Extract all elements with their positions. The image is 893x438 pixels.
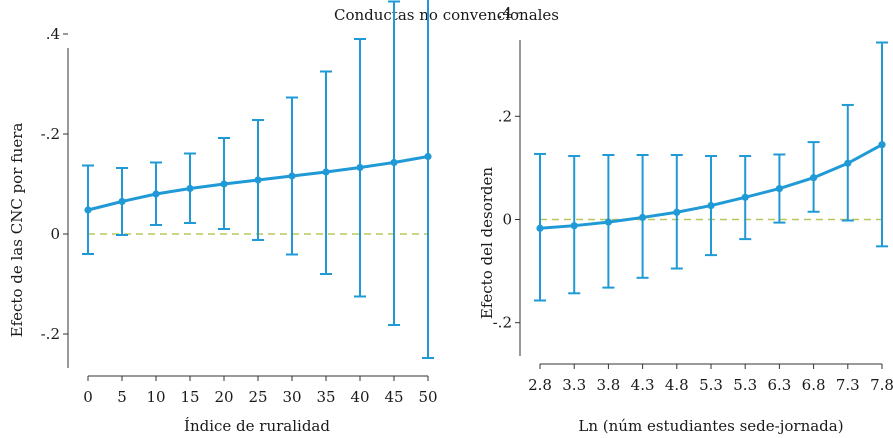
- x-tick-label: 35: [316, 388, 335, 406]
- y-tick-label: .4: [46, 25, 60, 43]
- x-tick-label: 50: [418, 388, 437, 406]
- x-tick-label: 3.3: [562, 376, 586, 394]
- estimate-point: [570, 222, 578, 230]
- x-tick-label: 2.8: [528, 376, 552, 394]
- x-tick-label: 25: [248, 388, 267, 406]
- x-tick-label: 20: [214, 388, 233, 406]
- x-tick-label: 5.3: [733, 376, 757, 394]
- estimate-point: [152, 190, 160, 198]
- y-axis-title: Efecto del desorden: [478, 167, 496, 320]
- estimate-point: [390, 158, 398, 167]
- x-tick-label: 45: [384, 388, 403, 406]
- estimate-point: [118, 197, 126, 206]
- y-tick-label: -.2: [41, 125, 60, 143]
- estimate-point: [810, 174, 818, 182]
- estimate-point: [220, 180, 228, 188]
- y-tick-label: -.2: [493, 314, 512, 332]
- x-tick-label: 3.8: [596, 376, 620, 394]
- estimate-point: [878, 141, 886, 149]
- estimate-point: [775, 184, 784, 193]
- estimate-point: [288, 172, 296, 180]
- x-tick-label: 5.3: [699, 376, 723, 394]
- x-tick-label: 4.8: [665, 376, 689, 394]
- estimate-point: [673, 208, 681, 216]
- x-tick-label: 4.3: [631, 376, 655, 394]
- estimate-point: [356, 163, 364, 172]
- x-tick-label: 6.3: [767, 376, 791, 394]
- figure-title: Conductas no convencionales: [333, 6, 560, 24]
- estimate-point: [604, 218, 613, 226]
- estimate-point: [322, 168, 330, 176]
- estimate-point: [536, 224, 544, 232]
- ci-bar: [422, 0, 434, 359]
- y-tick-label: 0: [502, 211, 512, 229]
- y-tick-label: -.2: [41, 325, 60, 343]
- chart-right: .4 .2 0 -.2 2.8 3.3 3.8 4.3 4.8 5.3 5.3 6.3 6.8 7.3 7.…: [478, 4, 893, 435]
- y-axis-title: Efecto de las CNC por fuera: [8, 123, 26, 338]
- estimate-point: [741, 193, 749, 201]
- x-axis-title: Índice de ruralidad: [184, 417, 330, 435]
- estimate-point: [639, 213, 647, 222]
- x-tick-label: 40: [350, 388, 369, 406]
- x-tick-label: 7.8: [870, 376, 893, 394]
- x-tick-label: 15: [180, 388, 199, 406]
- y-tick-label: .4: [498, 4, 512, 22]
- estimate-point: [707, 201, 715, 210]
- estimate-point: [84, 206, 92, 214]
- x-tick-label: 5: [117, 388, 127, 406]
- x-tick-label: 30: [282, 388, 301, 406]
- x-tick-label: 0: [83, 388, 93, 406]
- x-axis-title: Ln (núm estudiantes sede-jornada): [578, 417, 843, 435]
- x-tick-label: 6.8: [802, 376, 826, 394]
- y-tick-label: 0: [50, 225, 60, 243]
- estimate-point: [254, 176, 262, 184]
- y-tick-label: .2: [498, 107, 512, 125]
- estimate-point: [424, 152, 432, 161]
- x-tick-label: 7.3: [836, 376, 860, 394]
- x-tick-label: 10: [146, 388, 165, 406]
- estimate-point: [844, 159, 852, 167]
- estimate-point: [186, 184, 194, 193]
